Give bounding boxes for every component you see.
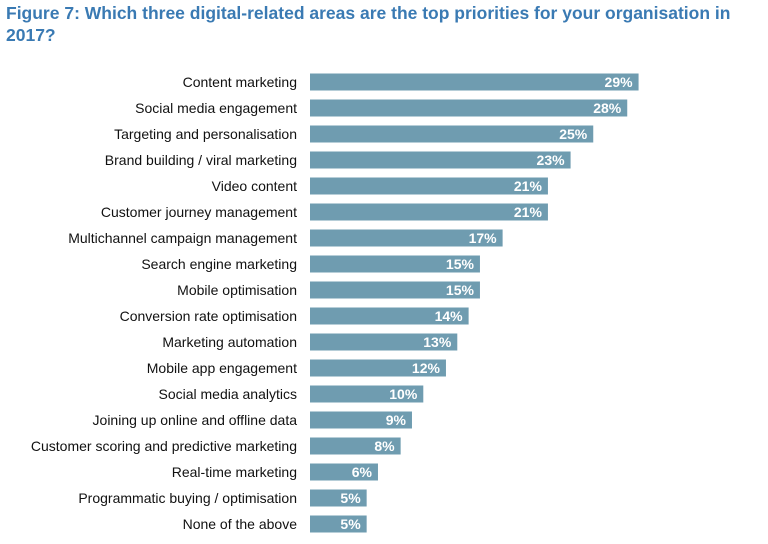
category-label: Joining up online and offline data (93, 412, 298, 428)
bar (310, 489, 367, 507)
category-label: Real-time marketing (172, 464, 297, 480)
category-label: None of the above (183, 516, 298, 532)
value-label: 21% (514, 204, 543, 220)
bar (310, 385, 424, 403)
value-label: 14% (435, 308, 464, 324)
bar (310, 73, 639, 91)
category-label: Content marketing (183, 74, 297, 90)
bar (310, 255, 480, 273)
bar (310, 333, 458, 351)
category-label: Mobile optimisation (177, 282, 297, 298)
bar (310, 463, 378, 481)
category-label: Marketing automation (162, 334, 297, 350)
category-label: Targeting and personalisation (114, 126, 297, 142)
bar (310, 437, 401, 455)
value-label: 29% (605, 74, 634, 90)
bar (310, 125, 594, 143)
bar (310, 177, 548, 195)
category-label: Social media engagement (135, 100, 297, 116)
value-label: 15% (446, 282, 475, 298)
bar (310, 229, 503, 247)
value-label: 12% (412, 360, 441, 376)
bar (310, 203, 548, 221)
bar (310, 281, 480, 299)
bar (310, 99, 628, 117)
value-label: 5% (340, 490, 361, 506)
category-label: Mobile app engagement (147, 360, 297, 376)
value-label: 9% (386, 412, 407, 428)
value-label: 6% (352, 464, 373, 480)
bar (310, 307, 469, 325)
category-label: Social media analytics (158, 386, 297, 402)
value-label: 8% (374, 438, 395, 454)
value-label: 25% (559, 126, 588, 142)
category-label: Customer journey management (101, 204, 297, 220)
bar (310, 411, 412, 429)
value-label: 17% (469, 230, 498, 246)
value-label: 28% (593, 100, 622, 116)
value-label: 5% (340, 516, 361, 532)
value-label: 10% (389, 386, 418, 402)
bar (310, 515, 367, 533)
category-label: Multichannel campaign management (68, 230, 297, 246)
chart-title: Figure 7: Which three digital-related ar… (6, 3, 731, 45)
category-label: Video content (212, 178, 297, 194)
value-label: 15% (446, 256, 475, 272)
category-label: Customer scoring and predictive marketin… (31, 438, 297, 454)
category-label: Search engine marketing (141, 256, 297, 272)
category-label: Conversion rate optimisation (120, 308, 297, 324)
category-label: Programmatic buying / optimisation (78, 490, 297, 506)
value-label: 21% (514, 178, 543, 194)
value-label: 23% (537, 152, 566, 168)
bar (310, 359, 446, 377)
bar (310, 151, 571, 169)
category-label: Brand building / viral marketing (105, 152, 297, 168)
value-label: 13% (423, 334, 452, 350)
